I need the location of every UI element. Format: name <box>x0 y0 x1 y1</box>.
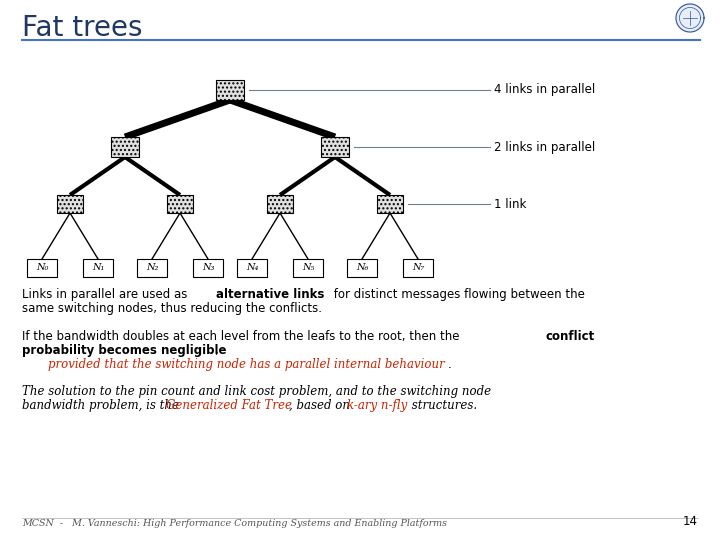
Polygon shape <box>676 4 704 32</box>
Text: bandwidth problem, is the: bandwidth problem, is the <box>22 399 183 412</box>
Text: 1 link: 1 link <box>494 198 526 211</box>
Text: structures.: structures. <box>408 399 477 412</box>
Text: N₄: N₄ <box>246 264 258 273</box>
Text: k-ary n-fly: k-ary n-fly <box>347 399 408 412</box>
Text: If the bandwidth doubles at each level from the leafs to the root, then the: If the bandwidth doubles at each level f… <box>22 330 463 343</box>
FancyBboxPatch shape <box>167 195 193 213</box>
FancyBboxPatch shape <box>83 259 113 277</box>
FancyBboxPatch shape <box>27 259 57 277</box>
Text: 14: 14 <box>683 515 698 528</box>
FancyBboxPatch shape <box>216 80 244 100</box>
Text: Fat trees: Fat trees <box>22 14 143 42</box>
Text: N₅: N₅ <box>302 264 314 273</box>
Text: 4 links in parallel: 4 links in parallel <box>494 84 595 97</box>
FancyBboxPatch shape <box>321 137 349 157</box>
Text: N₇: N₇ <box>412 264 424 273</box>
Text: N₆: N₆ <box>356 264 368 273</box>
Text: ,: , <box>214 344 217 357</box>
FancyBboxPatch shape <box>237 259 267 277</box>
FancyBboxPatch shape <box>403 259 433 277</box>
FancyBboxPatch shape <box>347 259 377 277</box>
Text: alternative links: alternative links <box>216 288 325 301</box>
Text: .: . <box>448 358 451 371</box>
Text: The solution to the pin count and link cost problem, and to the switching node: The solution to the pin count and link c… <box>22 385 491 398</box>
Text: N₁: N₁ <box>92 264 104 273</box>
FancyBboxPatch shape <box>137 259 167 277</box>
Text: provided that the switching node has a parallel internal behaviour: provided that the switching node has a p… <box>48 358 445 371</box>
Text: , based on: , based on <box>289 399 354 412</box>
Text: N₃: N₃ <box>202 264 214 273</box>
FancyBboxPatch shape <box>111 137 139 157</box>
Text: Generalized Fat Tree: Generalized Fat Tree <box>166 399 292 412</box>
FancyBboxPatch shape <box>57 195 83 213</box>
Text: Links in parallel are used as: Links in parallel are used as <box>22 288 191 301</box>
Text: 2 links in parallel: 2 links in parallel <box>494 140 595 153</box>
FancyBboxPatch shape <box>193 259 223 277</box>
FancyBboxPatch shape <box>267 195 293 213</box>
FancyBboxPatch shape <box>377 195 403 213</box>
FancyBboxPatch shape <box>293 259 323 277</box>
Text: probability becomes negligible: probability becomes negligible <box>22 344 227 357</box>
Text: MCSN  -   M. Vanneschi: High Performance Computing Systems and Enabling Platform: MCSN - M. Vanneschi: High Performance Co… <box>22 519 447 528</box>
Text: N₂: N₂ <box>146 264 158 273</box>
Text: same switching nodes, thus reducing the conflicts.: same switching nodes, thus reducing the … <box>22 302 322 315</box>
Text: N₀: N₀ <box>36 264 48 273</box>
Text: for distinct messages flowing between the: for distinct messages flowing between th… <box>330 288 585 301</box>
Text: conflict: conflict <box>546 330 595 343</box>
